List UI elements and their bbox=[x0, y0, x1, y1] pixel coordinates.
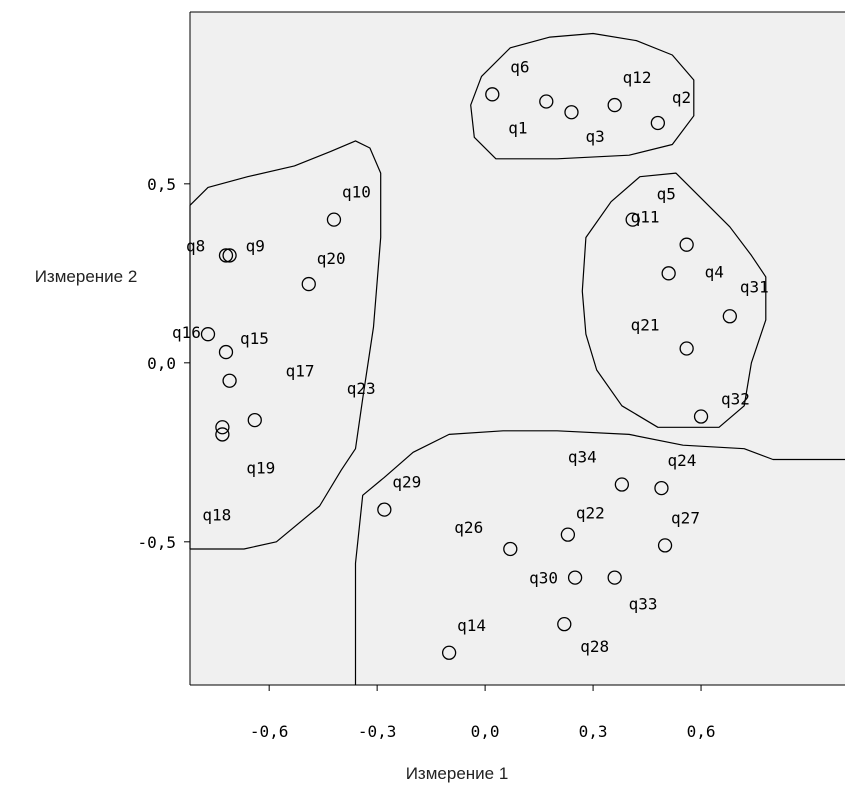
point-label-q21: q21 bbox=[631, 316, 660, 335]
x-axis-ticks: -0,6 -0,3 0,0 0,3 0,6 bbox=[250, 685, 716, 741]
data-point-q26 bbox=[503, 541, 518, 557]
data-point-q4 bbox=[661, 266, 676, 281]
point-label-q29: q29 bbox=[392, 473, 421, 492]
data-point-q32 bbox=[693, 409, 709, 424]
x-axis-title: Измерение 1 bbox=[406, 764, 509, 783]
data-point-q16 bbox=[200, 327, 216, 342]
point-label-q1: q1 bbox=[508, 118, 527, 137]
data-point-q18 bbox=[215, 427, 230, 442]
cluster-outline-4 bbox=[354, 430, 845, 685]
data-point-q24 bbox=[654, 480, 669, 496]
data-point-q17 bbox=[222, 373, 237, 388]
data-point-q8 bbox=[218, 248, 234, 263]
x-tick-label: 0,3 bbox=[579, 722, 608, 741]
data-point-q14 bbox=[441, 645, 457, 660]
plot-area bbox=[190, 12, 845, 685]
x-tick-label: 0,6 bbox=[687, 722, 716, 741]
data-point-q19 bbox=[215, 420, 230, 435]
point-label-q34: q34 bbox=[568, 448, 597, 467]
point-label-q33: q33 bbox=[629, 595, 658, 614]
data-point-q10 bbox=[326, 212, 342, 227]
cluster-outline-3 bbox=[581, 172, 767, 428]
data-point-q29 bbox=[377, 502, 392, 517]
x-tick-label: -0,3 bbox=[358, 722, 397, 741]
data-point-q15 bbox=[218, 344, 234, 360]
point-label-q19: q19 bbox=[246, 458, 275, 477]
cluster-outline-2 bbox=[189, 140, 382, 550]
data-point-q33 bbox=[607, 570, 622, 585]
data-point-q31 bbox=[722, 309, 737, 324]
data-points: q6 q1 q3 q12 q2 q10 q8 q9 q20 q16 q15 q17 q23 q19 q18 q… bbox=[172, 57, 769, 660]
point-label-q4: q4 bbox=[705, 262, 724, 281]
data-point-q23 bbox=[247, 412, 262, 428]
data-point-q2 bbox=[650, 115, 666, 131]
x-tick-label: 0,0 bbox=[471, 722, 500, 741]
point-label-q15: q15 bbox=[240, 329, 269, 348]
point-label-q16: q16 bbox=[172, 323, 201, 342]
y-tick-label: -0,5 bbox=[137, 533, 176, 552]
point-label-q27: q27 bbox=[671, 508, 700, 527]
cluster-outline-1 bbox=[470, 32, 695, 160]
y-tick-label: 0,0 bbox=[147, 354, 176, 373]
point-label-q6: q6 bbox=[510, 57, 529, 76]
point-label-q14: q14 bbox=[457, 616, 486, 635]
point-label-q22: q22 bbox=[576, 504, 605, 523]
point-label-q20: q20 bbox=[317, 249, 346, 268]
data-point-q3 bbox=[564, 105, 579, 120]
point-label-q9: q9 bbox=[246, 236, 265, 255]
point-label-q10: q10 bbox=[342, 183, 371, 202]
data-point-q28 bbox=[557, 616, 572, 632]
data-point-q21 bbox=[679, 341, 694, 356]
data-point-q9 bbox=[222, 248, 237, 263]
point-label-q11: q11 bbox=[631, 208, 660, 227]
point-label-q26: q26 bbox=[454, 518, 483, 537]
point-label-q5: q5 bbox=[657, 185, 676, 204]
data-point-q27 bbox=[657, 538, 673, 553]
data-point-q20 bbox=[301, 276, 316, 292]
point-label-q8: q8 bbox=[186, 236, 205, 255]
point-label-q12: q12 bbox=[623, 68, 652, 87]
data-point-q30 bbox=[567, 570, 583, 585]
data-point-q22 bbox=[560, 527, 576, 542]
point-label-q30: q30 bbox=[529, 569, 558, 588]
data-point-q5 bbox=[625, 212, 640, 227]
point-label-q18: q18 bbox=[202, 505, 231, 524]
data-point-q1 bbox=[539, 94, 554, 109]
data-point-q34 bbox=[614, 477, 630, 492]
data-point-q11 bbox=[679, 237, 694, 252]
data-point-q12 bbox=[607, 97, 622, 113]
point-label-q23: q23 bbox=[347, 379, 376, 398]
cluster-outlines bbox=[189, 32, 845, 685]
y-axis-ticks: 0,5 0,0 -0,5 bbox=[137, 175, 190, 552]
x-tick-label: -0,6 bbox=[250, 722, 289, 741]
point-label-q2: q2 bbox=[672, 88, 691, 107]
point-label-q24: q24 bbox=[667, 451, 696, 470]
data-point-q6 bbox=[485, 87, 500, 102]
point-label-q3: q3 bbox=[585, 127, 604, 146]
point-label-q32: q32 bbox=[721, 390, 750, 409]
point-label-q31: q31 bbox=[740, 277, 769, 296]
y-tick-label: 0,5 bbox=[147, 175, 176, 194]
y-axis-title: Измерение 2 bbox=[35, 267, 138, 286]
point-label-q28: q28 bbox=[580, 637, 609, 656]
point-label-q17: q17 bbox=[286, 362, 315, 381]
